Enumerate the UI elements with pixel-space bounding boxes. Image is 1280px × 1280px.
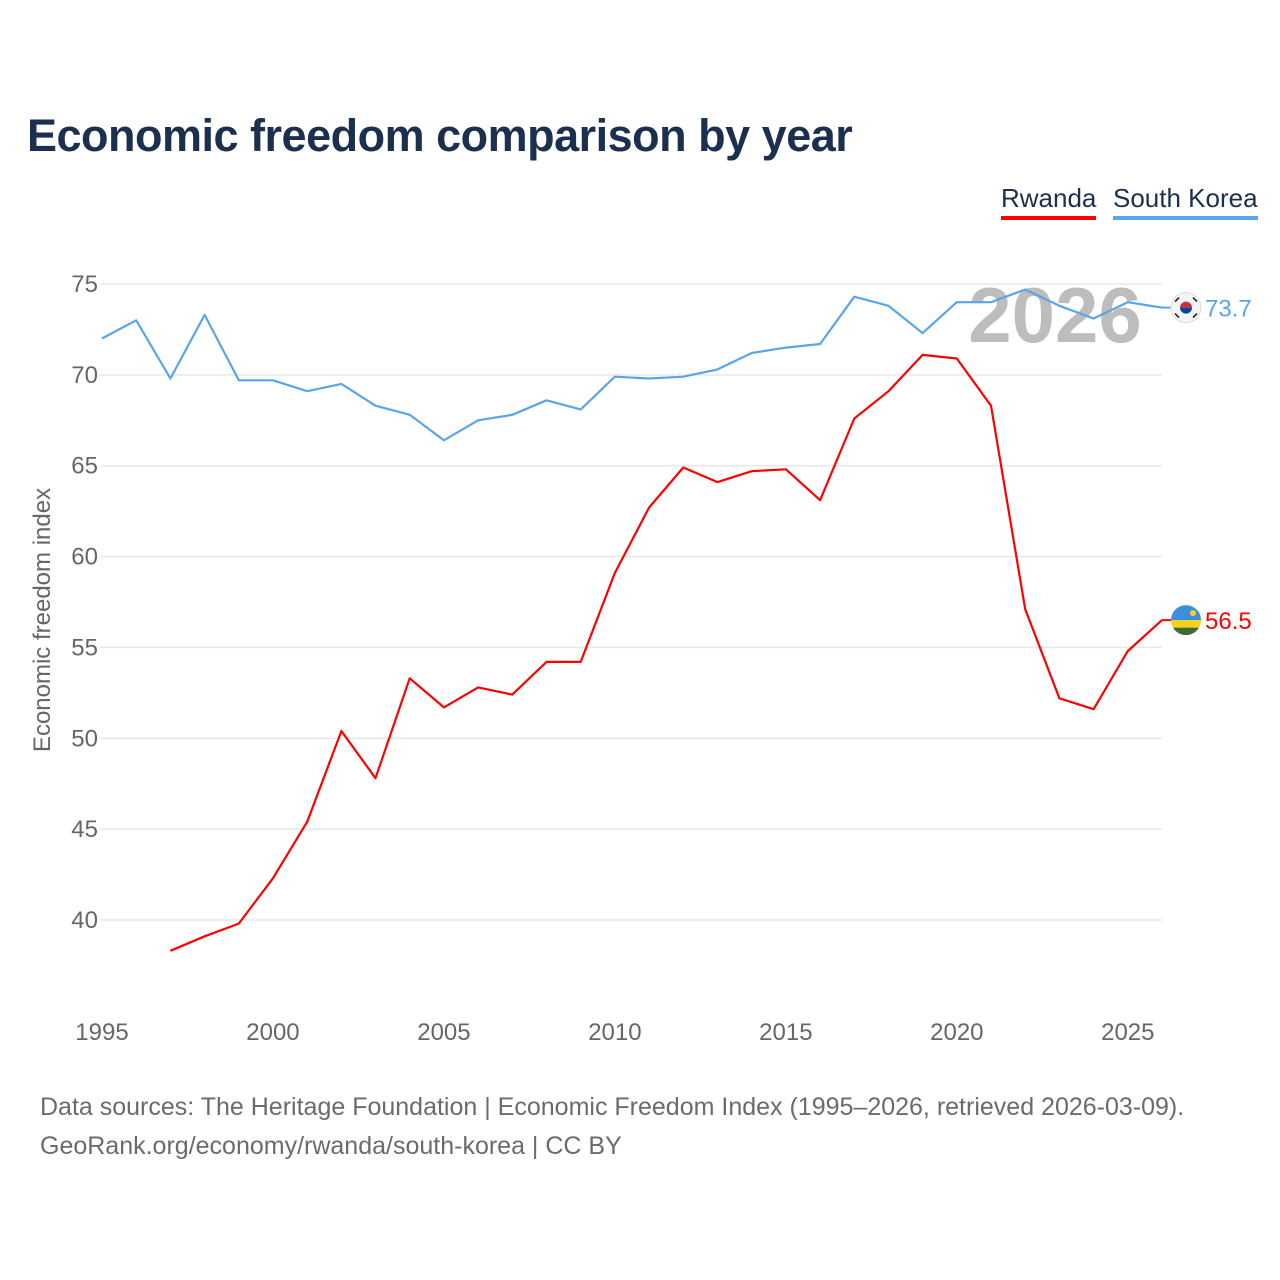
chart-title: Economic freedom comparison by year	[27, 110, 853, 161]
x-tick-label: 2005	[417, 1019, 470, 1046]
x-tick-label: 2000	[246, 1019, 299, 1046]
y-tick-label: 50	[71, 725, 98, 752]
x-tick-label: 2025	[1101, 1019, 1154, 1046]
y-axis-label: Economic freedom index	[29, 488, 56, 752]
y-tick-label: 45	[71, 816, 98, 843]
legend-rwanda[interactable]: Rwanda	[1001, 183, 1097, 220]
y-tick-label: 65	[71, 453, 98, 480]
rwanda-flag-icon	[1171, 605, 1201, 636]
end-value-label: 56.5	[1205, 608, 1252, 635]
x-tick-label: 2010	[588, 1019, 641, 1046]
legend-south-korea[interactable]: South Korea	[1113, 183, 1258, 220]
series-line-rwanda	[169, 353, 1163, 952]
series-line-south-korea	[101, 288, 1163, 442]
y-tick-label: 75	[71, 271, 98, 298]
x-tick-label: 2015	[759, 1019, 812, 1046]
south-korea-flag-icon	[1170, 292, 1202, 324]
year-watermark: 2026	[968, 271, 1142, 359]
y-tick-label: 40	[71, 907, 98, 934]
x-tick-label: 2020	[930, 1019, 983, 1046]
source-line-1: Data sources: The Heritage Foundation | …	[40, 1093, 1185, 1121]
source-note: Data sources: The Heritage Foundation | …	[40, 1088, 1184, 1166]
source-line-2: GeoRank.org/economy/rwanda/south-korea |…	[40, 1132, 622, 1160]
x-tick-label: 1995	[75, 1019, 128, 1046]
end-value-label: 73.7	[1205, 296, 1252, 323]
y-tick-label: 55	[71, 634, 98, 661]
y-tick-label: 70	[71, 362, 98, 389]
y-tick-label: 60	[71, 544, 98, 571]
